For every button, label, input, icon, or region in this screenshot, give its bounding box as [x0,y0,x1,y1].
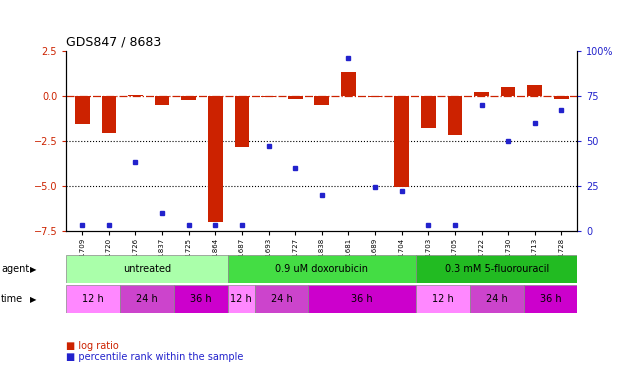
Bar [475,92,489,96]
Text: 12 h: 12 h [230,294,252,304]
Bar [554,96,569,99]
Text: 0.3 mM 5-fluorouracil: 0.3 mM 5-fluorouracil [444,264,549,274]
Bar [368,96,382,98]
Bar [120,285,174,313]
Bar [314,96,329,105]
Text: ■ log ratio: ■ log ratio [66,340,119,351]
Text: 24 h: 24 h [136,294,158,304]
Bar [174,285,228,313]
Bar [254,285,309,313]
Bar [528,85,542,96]
Bar [235,96,249,147]
Text: untreated: untreated [123,264,171,274]
Text: 12 h: 12 h [432,294,454,304]
Text: GDS847 / 8683: GDS847 / 8683 [66,36,162,49]
Bar [261,96,276,98]
Bar [208,96,223,222]
Bar [128,95,143,96]
Bar [421,96,435,128]
Bar [341,72,356,96]
Bar [66,255,228,283]
Bar [394,96,409,188]
Bar [447,96,463,135]
Bar [228,285,254,313]
Bar [469,285,524,313]
Bar [75,96,90,124]
Text: 36 h: 36 h [540,294,562,304]
Text: ▶: ▶ [30,295,37,304]
Text: 24 h: 24 h [486,294,507,304]
Text: 36 h: 36 h [351,294,373,304]
Text: agent: agent [1,264,30,274]
Text: ■ percentile rank within the sample: ■ percentile rank within the sample [66,352,244,362]
Text: 12 h: 12 h [82,294,104,304]
Bar [155,96,169,105]
Text: ▶: ▶ [30,265,37,274]
Bar [524,285,577,313]
Text: 36 h: 36 h [190,294,211,304]
Bar [181,96,196,100]
Bar [416,285,469,313]
Bar [288,96,302,99]
Bar [501,87,516,96]
Bar [66,285,120,313]
Bar [416,255,577,283]
Bar [228,255,416,283]
Text: time: time [1,294,23,304]
Bar [102,96,116,134]
Text: 24 h: 24 h [271,294,292,304]
Text: 0.9 uM doxorubicin: 0.9 uM doxorubicin [275,264,369,274]
Bar [309,285,416,313]
